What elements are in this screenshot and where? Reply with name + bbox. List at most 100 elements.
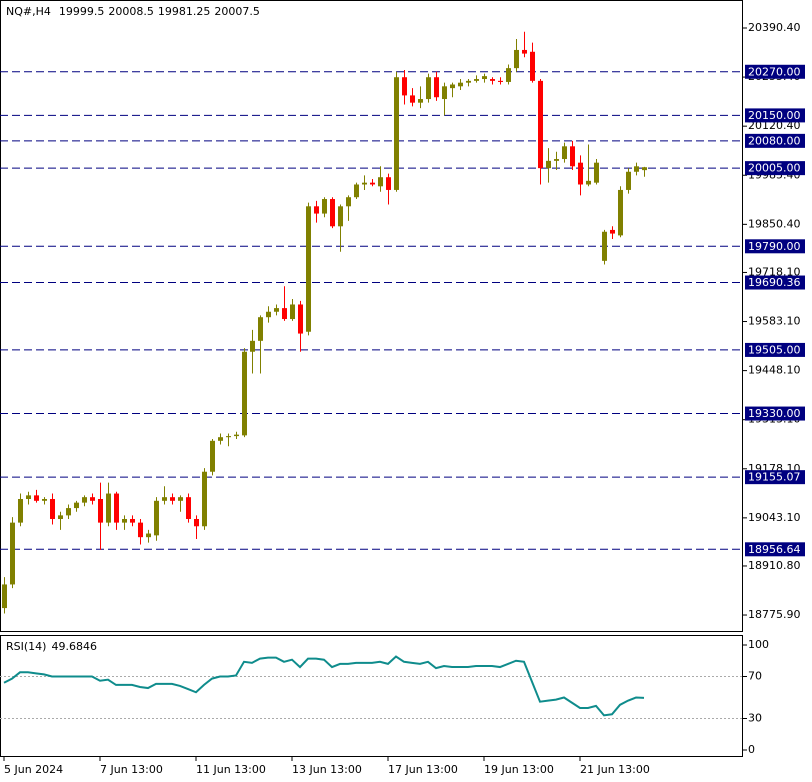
candle-body [218,437,223,441]
candle-body [474,79,479,81]
candle-body [386,177,391,190]
candle-body [114,493,119,523]
candle-body [538,80,543,169]
candle-body [370,182,375,185]
candle-body [290,304,295,320]
rsi-y-tick-label: 0 [748,743,755,756]
candle-body [170,497,175,501]
y-tick-label: 19583.10 [748,315,801,328]
level-label-box [745,133,805,148]
candle-body [298,304,303,334]
candle-body [514,49,519,69]
candle-body [226,436,231,438]
chart-header: NQ#,H4 19999.5 20008.5 19981.25 20007.5 [6,5,260,18]
candle-body [522,49,527,54]
candle-body [210,440,215,472]
candle-body [578,162,583,185]
candle-body [330,199,335,227]
candle-body [466,80,471,83]
level-label: 19155.07 [748,471,801,484]
rsi-current: 49.6846 [51,640,97,653]
candle-body [314,206,319,214]
candle-body [458,82,463,87]
candle-body [498,80,503,82]
candle-body [642,167,647,171]
candle-body [2,584,7,609]
candle-body [162,497,167,501]
symbol: NQ#,H4 [6,5,51,18]
level-label: 19690.36 [748,276,801,289]
candle-body [82,497,87,503]
level-label-box [745,161,805,176]
candle-body [450,84,455,89]
candle-body [546,160,551,169]
candle-body [426,77,431,100]
candle-body [50,498,55,519]
candle-body [482,76,487,80]
candle-body [634,166,639,172]
candle-body [322,199,327,214]
level-label-box [745,275,805,290]
y-tick-label: 19718.10 [748,265,801,278]
candle-body [410,95,415,103]
candle-body [250,340,255,352]
candle-body [42,498,47,501]
y-tick-label: 20120.40 [748,119,801,132]
candle-body [106,493,111,523]
level-label-box [745,342,805,357]
candle-body [186,497,191,519]
rsi-y-tick-label: 30 [748,712,762,725]
candle-body [362,182,367,185]
x-tick-label: 7 Jun 13:00 [100,763,163,776]
level-label-box [745,64,805,79]
candle-body [154,500,159,536]
candle-body [178,497,183,501]
candle-body [418,99,423,103]
candle-body [618,189,623,236]
level-label-box [745,406,805,421]
header-close: 20007.5 [214,5,260,18]
x-tick-label: 17 Jun 13:00 [388,763,458,776]
level-label: 19330.00 [748,407,801,420]
candle-body [354,184,359,198]
rsi-y-tick-label: 100 [748,638,769,651]
level-label: 19790.00 [748,240,801,253]
candle-body [74,502,79,509]
main-panel [0,0,743,632]
header-high: 20008.5 [108,5,154,18]
candle-body [66,508,71,516]
candle-body [530,51,535,81]
y-tick-label: 18910.80 [748,559,801,572]
candle-body [554,159,559,161]
candle-body [306,206,311,332]
candle-body [194,518,199,527]
candle-body [346,197,351,207]
candle-body [122,518,127,523]
candle-body [146,533,151,538]
candle-body [570,146,575,167]
rsi-panel [0,635,743,757]
level-label: 20270.00 [748,65,801,78]
level-label: 20080.00 [748,134,801,147]
candle-body [130,518,135,523]
candle-body [402,77,407,96]
y-tick-label: 20390.40 [748,21,801,34]
candle-body [442,86,447,100]
level-label: 20005.00 [748,162,801,175]
x-tick-label: 19 Jun 13:00 [484,763,554,776]
candle-body [234,434,239,437]
x-tick-label: 21 Jun 13:00 [580,763,650,776]
rsi-header: RSI(14) 49.6846 [6,640,97,653]
candle-body [282,308,287,320]
candle-body [138,522,143,538]
candle-body [26,495,31,499]
rsi-y-tick-label: 70 [748,670,762,683]
candle-body [266,311,271,318]
x-tick-label: 5 Jun 2024 [4,763,63,776]
candle-body [338,206,343,227]
candle-body [242,351,247,436]
x-tick-label: 13 Jun 13:00 [292,763,362,776]
y-tick-label: 19850.40 [748,217,801,230]
rsi-line [3,655,645,717]
